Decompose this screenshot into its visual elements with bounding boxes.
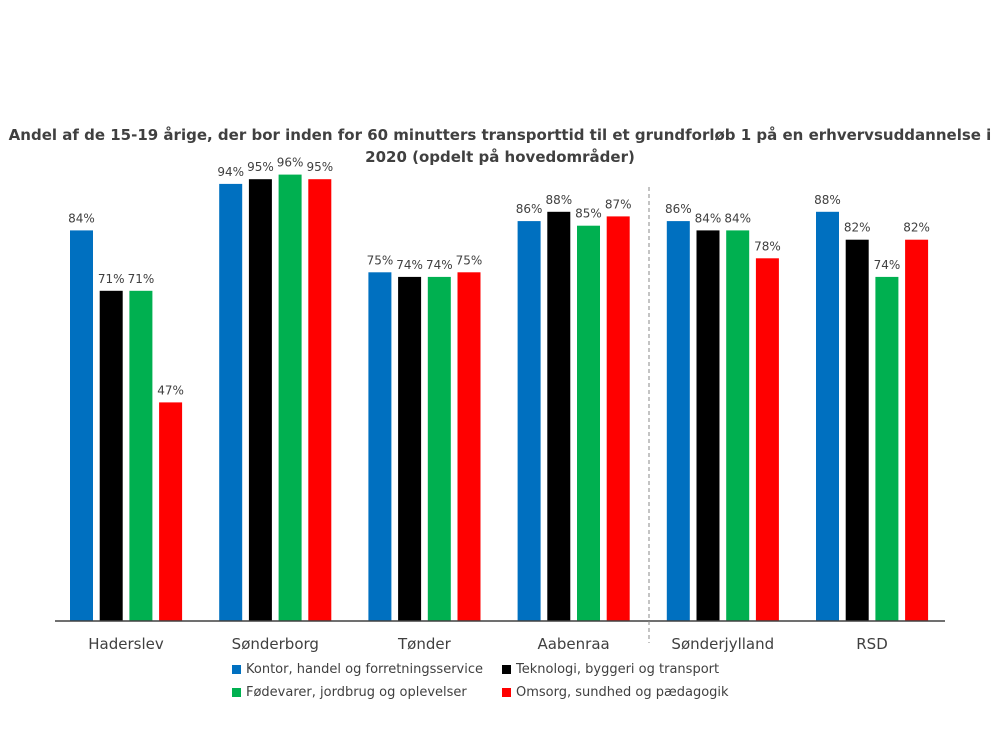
category-label-1: Sønderborg <box>232 635 319 653</box>
legend: Kontor, handel og forretningsservice Tekn… <box>232 662 792 700</box>
data-label-4-3: 78% <box>754 239 781 253</box>
legend-label-0: Kontor, handel og forretningsservice <box>246 662 483 677</box>
bar-3-1 <box>547 211 571 622</box>
data-label-2-3: 75% <box>456 253 483 267</box>
bar-4-0 <box>666 221 690 621</box>
bar-3-2 <box>577 225 600 621</box>
bar-5-0 <box>816 211 839 622</box>
legend-item-3: Omsorg, sundhed og pædagogik <box>502 685 792 700</box>
data-label-5-3: 82% <box>903 221 930 235</box>
bar-3-0 <box>517 221 541 621</box>
data-label-4-1: 84% <box>695 211 722 225</box>
bar-4-2 <box>726 230 750 621</box>
data-label-4-0: 86% <box>665 202 692 216</box>
legend-swatch-1 <box>502 665 511 674</box>
legend-swatch-3 <box>502 688 511 697</box>
bar-1-2 <box>278 174 302 621</box>
data-label-0-1: 71% <box>98 272 125 286</box>
data-label-1-0: 94% <box>217 165 244 179</box>
data-label-4-2: 84% <box>724 211 751 225</box>
bar-0-0 <box>70 230 93 621</box>
bars-layer <box>70 174 929 622</box>
bar-2-2 <box>427 276 451 621</box>
bar-1-1 <box>248 179 272 621</box>
data-label-0-0: 84% <box>68 211 95 225</box>
legend-label-1: Teknologi, byggeri og transport <box>516 662 720 677</box>
legend-label-3: Omsorg, sundhed og pædagogik <box>516 685 729 700</box>
bar-2-1 <box>398 276 422 621</box>
bar-2-0 <box>368 272 392 622</box>
legend-swatch-0 <box>232 665 241 674</box>
bar-5-2 <box>875 276 899 621</box>
bar-0-2 <box>129 290 153 621</box>
category-label-3: Aabenraa <box>537 635 609 653</box>
data-label-1-1: 95% <box>247 160 274 174</box>
chart-title: Andel af de 15-19 årige, der bor inden f… <box>8 126 992 166</box>
legend-label-2: Fødevarer, jordbrug og oplevelser <box>246 685 467 700</box>
category-label-0: Haderslev <box>88 635 164 653</box>
data-label-2-0: 75% <box>367 253 394 267</box>
bar-2-3 <box>457 272 481 622</box>
data-label-2-2: 74% <box>426 258 453 272</box>
category-label-2: Tønder <box>397 635 452 653</box>
data-label-0-3: 47% <box>157 383 184 397</box>
category-label-5: RSD <box>856 635 888 653</box>
bar-1-3 <box>308 179 332 621</box>
data-label-3-1: 88% <box>545 193 572 207</box>
data-label-1-2: 96% <box>277 156 304 170</box>
legend-item-0: Kontor, handel og forretningsservice <box>232 662 502 677</box>
data-label-1-3: 95% <box>306 160 333 174</box>
bar-0-1 <box>99 290 123 621</box>
data-label-0-2: 71% <box>128 272 155 286</box>
data-labels-layer: 84%71% 71%47%94% 95% 96% 95%75% 74% 74% 75%86%8… <box>68 156 930 398</box>
category-labels-layer: Haderslev Sønderborg Tønder Aabenraa Sønderj… <box>88 635 887 653</box>
bar-0-3 <box>159 402 183 621</box>
bar-4-3 <box>755 258 779 621</box>
data-label-3-0: 86% <box>516 202 543 216</box>
legend-swatch-2 <box>232 688 241 697</box>
bar-1-0 <box>219 183 243 621</box>
data-label-5-1: 82% <box>844 221 871 235</box>
legend-item-1: Teknologi, byggeri og transport <box>502 662 792 677</box>
data-label-5-0: 88% <box>814 193 841 207</box>
legend-item-2: Fødevarer, jordbrug og oplevelser <box>232 685 502 700</box>
bar-5-1 <box>845 239 869 621</box>
data-label-5-2: 74% <box>874 258 901 272</box>
bar-4-1 <box>696 230 720 621</box>
data-label-3-2: 85% <box>575 207 602 221</box>
category-label-4: Sønderjylland <box>671 635 774 653</box>
bar-chart: 84%71% 71%47%94% 95% 96% 95%75% 74% 74% 75%86%8… <box>55 156 945 653</box>
data-label-3-3: 87% <box>605 197 632 211</box>
bar-5-3 <box>905 239 929 621</box>
bar-3-3 <box>606 216 630 621</box>
data-label-2-1: 74% <box>396 258 423 272</box>
